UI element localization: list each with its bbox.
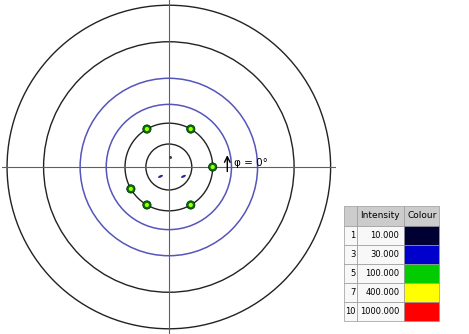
Ellipse shape bbox=[158, 175, 163, 178]
Circle shape bbox=[145, 203, 149, 207]
Circle shape bbox=[143, 201, 151, 209]
Circle shape bbox=[209, 163, 217, 171]
Circle shape bbox=[187, 125, 195, 133]
Circle shape bbox=[143, 125, 151, 133]
Circle shape bbox=[127, 185, 135, 193]
Text: φ = 0°: φ = 0° bbox=[234, 158, 267, 168]
Ellipse shape bbox=[181, 175, 186, 178]
Circle shape bbox=[189, 203, 193, 207]
Circle shape bbox=[145, 127, 149, 131]
Circle shape bbox=[189, 127, 193, 131]
Circle shape bbox=[129, 187, 133, 191]
Circle shape bbox=[187, 201, 195, 209]
Circle shape bbox=[211, 165, 215, 169]
